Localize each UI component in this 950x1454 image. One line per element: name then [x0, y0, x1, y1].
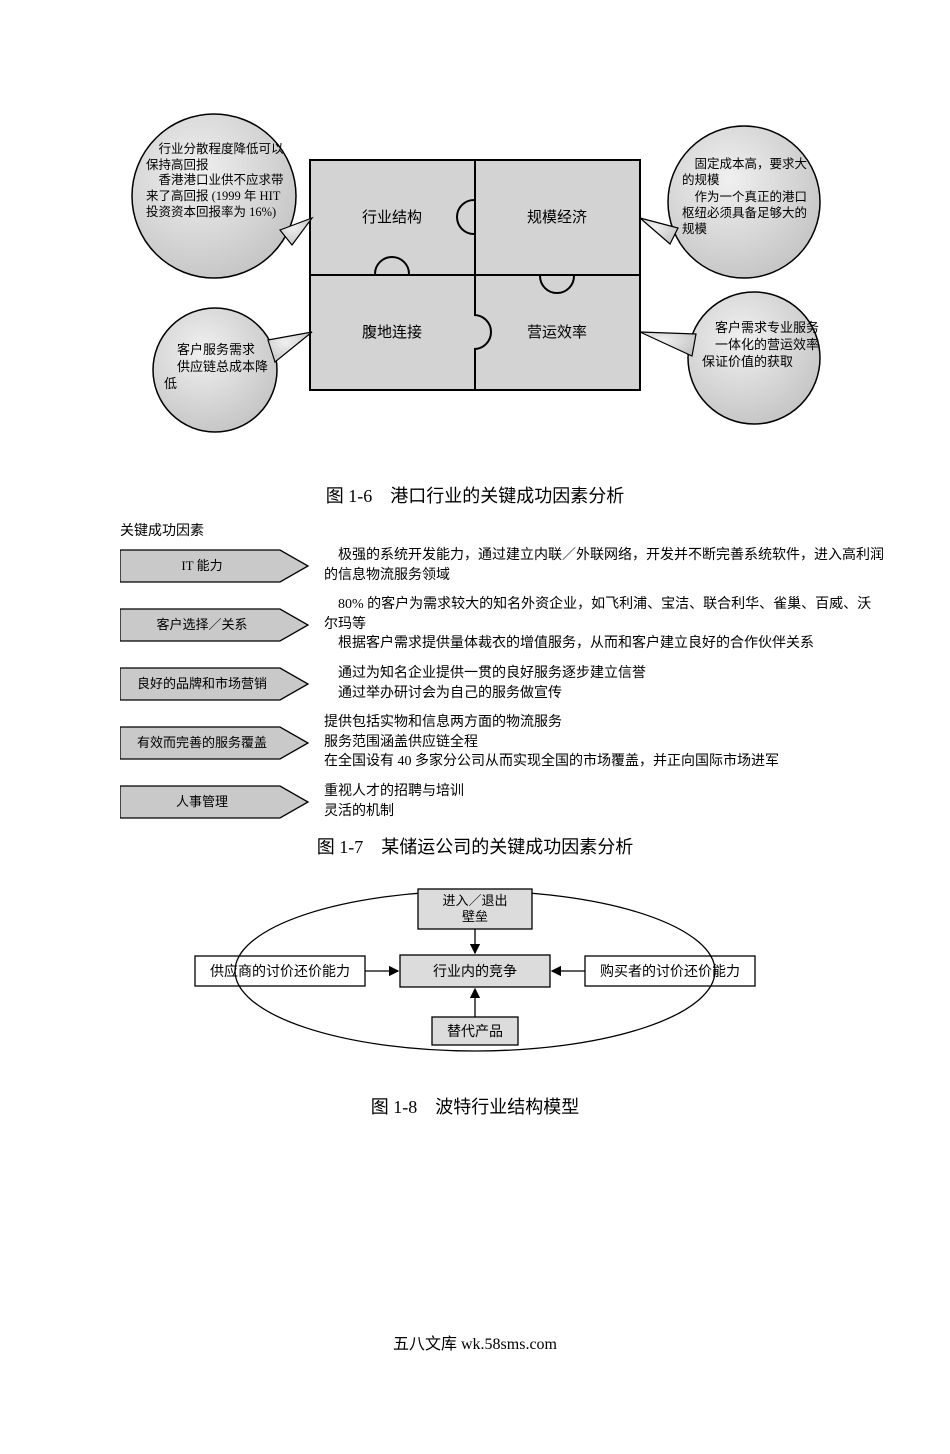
ksf-desc: 通过为知名企业提供一贯的良好服务逐步建立信誉 通过举办研讨会为自己的服务做宣传	[324, 664, 646, 703]
callout-bottom-right: 客户需求专业服务 一体化的营运效率保证价值的获取	[640, 292, 820, 424]
figure-1-6: 行业结构 规模经济 腹地连接 营运效率 行业分散程度降低可以保持高回报 香港港口…	[0, 110, 950, 508]
ksf-arrow: 良好的品牌和市场营销	[120, 666, 310, 702]
porter-top-l2: 壁垒	[462, 909, 488, 924]
porter-right: 购买者的讨价还价能力	[600, 964, 740, 980]
ksf-desc: 重视人才的招聘与培训 灵活的机制	[324, 782, 464, 821]
fig18-svg: 行业内的竞争 进入／退出 壁垒 替代产品 供应商的讨价还价能力 购买者的讨价还价…	[0, 871, 950, 1081]
ksf-arrow: 有效而完善的服务覆盖	[120, 725, 310, 761]
ksf-arrow: 人事管理	[120, 784, 310, 820]
ksf-header: 关键成功因素	[120, 520, 950, 540]
fig16-caption: 图 1-6 港口行业的关键成功因素分析	[0, 482, 950, 508]
porter-bottom: 替代产品	[447, 1024, 503, 1040]
page-footer: 五八文库 wk.58sms.com	[0, 1330, 950, 1354]
ksf-label: 良好的品牌和市场营销	[137, 676, 267, 691]
figure-1-8: 行业内的竞争 进入／退出 壁垒 替代产品 供应商的讨价还价能力 购买者的讨价还价…	[0, 871, 950, 1119]
ksf-row: IT 能力 极强的系统开发能力，通过建立内联／外联网络，开发并不断完善系统软件，…	[120, 546, 950, 585]
ksf-desc: 80% 的客户为需求较大的知名外资企业，如飞利浦、宝洁、联合利华、雀巢、百威、沃…	[324, 595, 884, 654]
callout-tl-text: 行业分散程度降低可以保持高回报 香港港口业供不应求带来了高回报 (1999 年 …	[146, 142, 286, 220]
ksf-row: 人事管理 重视人才的招聘与培训 灵活的机制	[120, 782, 950, 821]
ksf-label: 有效而完善的服务覆盖	[137, 735, 267, 750]
fig16-svg: 行业结构 规模经济 腹地连接 营运效率 行业分散程度降低可以保持高回报 香港港口…	[0, 110, 950, 470]
puzzle-label-scale-economy: 规模经济	[527, 209, 587, 226]
puzzle-label-hinterland-link: 腹地连接	[362, 324, 422, 341]
ksf-desc: 极强的系统开发能力，通过建立内联／外联网络，开发并不断完善系统软件，进入高利润的…	[324, 546, 884, 585]
fig18-caption: 图 1-8 波特行业结构模型	[0, 1093, 950, 1119]
puzzle-label-industry-structure: 行业结构	[362, 209, 422, 226]
ksf-row: 客户选择／关系 80% 的客户为需求较大的知名外资企业，如飞利浦、宝洁、联合利华…	[120, 595, 950, 654]
figure-1-7: 关键成功因素 IT 能力 极强的系统开发能力，通过建立内联／外联网络，开发并不断…	[0, 520, 950, 859]
ksf-label: 客户选择／关系	[156, 617, 247, 632]
callout-bottom-left: 客户服务需求 供应链总成本降低	[153, 308, 312, 432]
ksf-label: IT 能力	[181, 558, 222, 573]
ksf-row: 有效而完善的服务覆盖 提供包括实物和信息两方面的物流服务 服务范围涵盖供应链全程…	[120, 713, 950, 772]
fig17-caption: 图 1-7 某储运公司的关键成功因素分析	[0, 833, 950, 859]
ksf-arrow: IT 能力	[120, 548, 310, 584]
callout-top-right: 固定成本高，要求大的规模 作为一个真正的港口枢纽必须具备足够大的规模	[640, 126, 820, 278]
ksf-label: 人事管理	[176, 794, 228, 809]
puzzle-grid: 行业结构 规模经济 腹地连接 营运效率	[310, 160, 640, 390]
callout-bl-text: 客户服务需求 供应链总成本降低	[164, 342, 274, 393]
ksf-row: 良好的品牌和市场营销 通过为知名企业提供一贯的良好服务逐步建立信誉 通过举办研讨…	[120, 664, 950, 703]
porter-left: 供应商的讨价还价能力	[210, 963, 350, 980]
callout-br-text: 客户需求专业服务 一体化的营运效率保证价值的获取	[702, 320, 820, 371]
ksf-desc: 提供包括实物和信息两方面的物流服务 服务范围涵盖供应链全程 在全国设有 40 多…	[324, 713, 779, 772]
porter-top-l1: 进入／退出	[442, 893, 507, 908]
callout-tr-text: 固定成本高，要求大的规模 作为一个真正的港口枢纽必须具备足够大的规模	[682, 156, 812, 237]
porter-center: 行业内的竞争	[433, 963, 517, 980]
callout-top-left: 行业分散程度降低可以保持高回报 香港港口业供不应求带来了高回报 (1999 年 …	[132, 114, 312, 278]
ksf-arrow: 客户选择／关系	[120, 607, 310, 643]
puzzle-label-operation-eff: 营运效率	[527, 324, 587, 341]
